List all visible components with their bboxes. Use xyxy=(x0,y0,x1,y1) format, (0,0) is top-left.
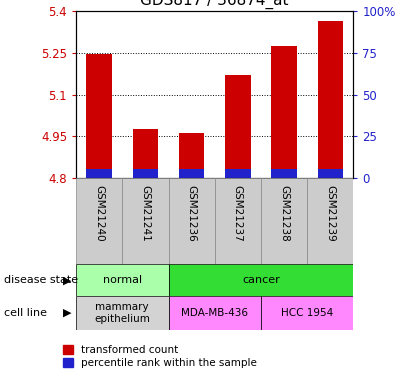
Text: GSM21236: GSM21236 xyxy=(187,185,196,242)
Bar xyxy=(169,296,261,330)
Bar xyxy=(76,264,169,296)
Bar xyxy=(225,75,251,178)
Text: cancer: cancer xyxy=(242,275,280,285)
Text: normal: normal xyxy=(103,275,142,285)
Text: cell line: cell line xyxy=(4,308,47,318)
Bar xyxy=(271,169,297,178)
Text: ▶: ▶ xyxy=(63,275,72,285)
Bar xyxy=(76,296,169,330)
Text: GSM21237: GSM21237 xyxy=(233,185,243,242)
Text: GSM21240: GSM21240 xyxy=(94,185,104,242)
Title: GDS817 / 36874_at: GDS817 / 36874_at xyxy=(141,0,289,9)
Bar xyxy=(169,264,353,296)
Bar xyxy=(318,169,343,178)
Text: MDA-MB-436: MDA-MB-436 xyxy=(181,308,248,318)
Bar xyxy=(261,178,307,264)
Text: GSM21238: GSM21238 xyxy=(279,185,289,242)
Text: GSM21241: GSM21241 xyxy=(141,185,150,242)
Text: disease state: disease state xyxy=(4,275,78,285)
Bar xyxy=(179,169,204,178)
Bar xyxy=(179,133,204,178)
Bar xyxy=(169,178,215,264)
Bar xyxy=(122,178,169,264)
Bar xyxy=(271,46,297,178)
Bar xyxy=(225,169,251,178)
Text: HCC 1954: HCC 1954 xyxy=(281,308,333,318)
Bar xyxy=(307,178,353,264)
Bar xyxy=(86,54,112,178)
Text: ▶: ▶ xyxy=(63,308,72,318)
Bar xyxy=(86,169,112,178)
Legend: transformed count, percentile rank within the sample: transformed count, percentile rank withi… xyxy=(63,345,257,368)
Bar xyxy=(318,21,343,178)
Text: GSM21239: GSM21239 xyxy=(326,185,335,242)
Bar xyxy=(261,296,353,330)
Bar xyxy=(133,129,158,178)
Bar xyxy=(76,178,122,264)
Bar xyxy=(215,178,261,264)
Bar xyxy=(133,169,158,178)
Text: mammary
epithelium: mammary epithelium xyxy=(95,302,150,324)
